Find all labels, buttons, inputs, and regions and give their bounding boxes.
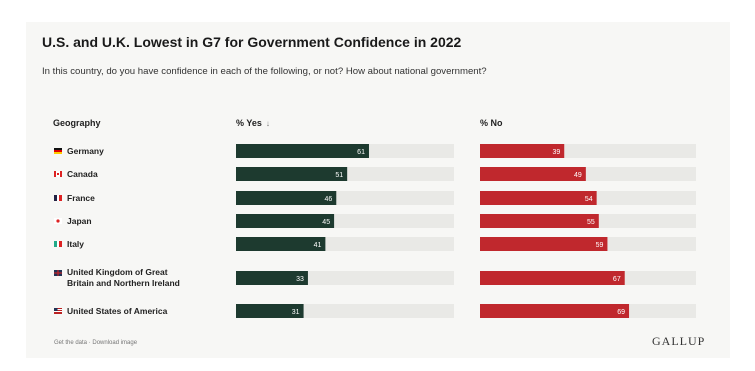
flag-germany-icon: [54, 148, 62, 154]
flag-canada-icon: [54, 171, 62, 177]
yes-bar[interactable]: [236, 167, 348, 181]
flag-uk-icon: [54, 270, 62, 276]
no-bar[interactable]: [480, 144, 565, 158]
yes-column-header[interactable]: % Yes ↓: [236, 118, 270, 128]
yes-value-label: 31: [292, 309, 300, 316]
yes-value-label: 61: [357, 149, 365, 156]
no-bar[interactable]: [480, 167, 586, 181]
country-label: United States of America: [67, 306, 168, 316]
yes-column-label: % Yes: [236, 118, 262, 128]
no-bar[interactable]: [480, 191, 597, 205]
country-label: France: [67, 193, 95, 203]
chart-title: U.S. and U.K. Lowest in G7 for Governmen…: [42, 34, 462, 50]
yes-bar[interactable]: [236, 214, 335, 228]
no-bar[interactable]: [480, 214, 599, 228]
country-label: Japan: [67, 216, 92, 226]
yes-value-label: 51: [335, 172, 343, 179]
yes-value-label: 41: [314, 242, 322, 249]
flag-usa-icon: [54, 308, 62, 314]
no-value-label: 67: [613, 276, 621, 283]
gallup-logo: GALLUP: [652, 334, 706, 348]
yes-value-label: 45: [322, 219, 330, 226]
footer-links[interactable]: Get the data · Download image: [54, 340, 138, 346]
chart-card: [26, 22, 730, 358]
flag-japan-icon: [54, 218, 62, 224]
no-value-label: 55: [587, 219, 595, 226]
no-value-label: 54: [585, 196, 593, 203]
no-bar[interactable]: [480, 237, 608, 251]
geography-column-header: Geography: [53, 118, 101, 128]
no-value-label: 39: [552, 149, 560, 156]
yes-bar[interactable]: [236, 237, 326, 251]
sort-arrow-icon[interactable]: ↓: [265, 119, 270, 128]
flag-italy-icon: [54, 241, 62, 247]
no-value-label: 49: [574, 172, 582, 179]
yes-bar[interactable]: [236, 304, 304, 318]
country-label: Canada: [67, 169, 98, 179]
yes-value-label: 33: [296, 276, 304, 283]
no-bar[interactable]: [480, 271, 625, 285]
yes-bar[interactable]: [236, 191, 337, 205]
no-column-header[interactable]: % No: [480, 118, 503, 128]
no-bar[interactable]: [480, 304, 630, 318]
country-label: United Kingdom of Great: [67, 267, 168, 277]
flag-france-icon: [54, 195, 62, 201]
yes-bar[interactable]: [236, 144, 369, 158]
no-value-label: 59: [596, 242, 604, 249]
no-value-label: 69: [617, 309, 625, 316]
country-label: Britain and Northern Ireland: [67, 278, 180, 288]
country-label: Germany: [67, 146, 104, 156]
country-label: Italy: [67, 239, 84, 249]
yes-bar[interactable]: [236, 271, 308, 285]
chart-subtitle: In this country, do you have confidence …: [42, 66, 487, 77]
yes-value-label: 46: [324, 196, 332, 203]
